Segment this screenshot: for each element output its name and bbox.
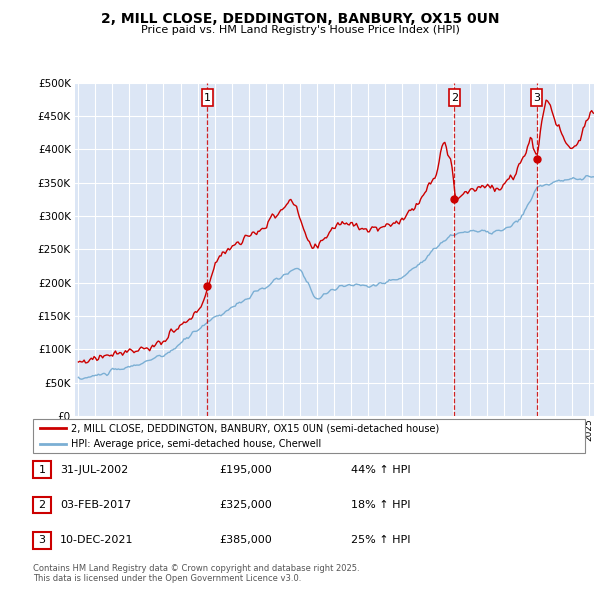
Text: £325,000: £325,000 — [219, 500, 272, 510]
FancyBboxPatch shape — [531, 89, 542, 106]
Text: 03-FEB-2017: 03-FEB-2017 — [60, 500, 131, 510]
Text: £385,000: £385,000 — [219, 536, 272, 545]
FancyBboxPatch shape — [202, 89, 213, 106]
Text: 44% ↑ HPI: 44% ↑ HPI — [351, 465, 410, 474]
Text: HPI: Average price, semi-detached house, Cherwell: HPI: Average price, semi-detached house,… — [71, 439, 321, 449]
Text: 1: 1 — [204, 93, 211, 103]
Text: 18% ↑ HPI: 18% ↑ HPI — [351, 500, 410, 510]
Text: £195,000: £195,000 — [219, 465, 272, 474]
Text: Price paid vs. HM Land Registry's House Price Index (HPI): Price paid vs. HM Land Registry's House … — [140, 25, 460, 35]
Text: 31-JUL-2002: 31-JUL-2002 — [60, 465, 128, 474]
Text: 3: 3 — [533, 93, 541, 103]
Text: 3: 3 — [38, 536, 46, 545]
Text: 25% ↑ HPI: 25% ↑ HPI — [351, 536, 410, 545]
Text: 10-DEC-2021: 10-DEC-2021 — [60, 536, 133, 545]
FancyBboxPatch shape — [449, 89, 460, 106]
Text: Contains HM Land Registry data © Crown copyright and database right 2025.
This d: Contains HM Land Registry data © Crown c… — [33, 563, 359, 583]
Text: 2, MILL CLOSE, DEDDINGTON, BANBURY, OX15 0UN (semi-detached house): 2, MILL CLOSE, DEDDINGTON, BANBURY, OX15… — [71, 423, 439, 433]
Text: 2: 2 — [451, 93, 458, 103]
Text: 2: 2 — [38, 500, 46, 510]
Text: 2, MILL CLOSE, DEDDINGTON, BANBURY, OX15 0UN: 2, MILL CLOSE, DEDDINGTON, BANBURY, OX15… — [101, 12, 499, 26]
Text: 1: 1 — [38, 465, 46, 474]
